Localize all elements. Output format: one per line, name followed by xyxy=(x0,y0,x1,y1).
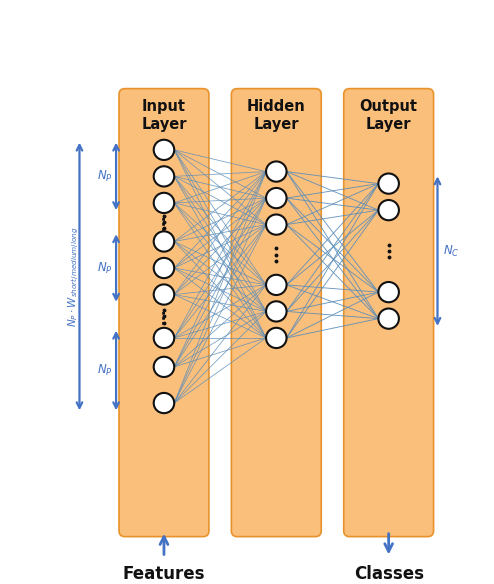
Circle shape xyxy=(154,231,174,252)
Circle shape xyxy=(154,284,174,305)
Text: Classes: Classes xyxy=(354,565,424,583)
Circle shape xyxy=(266,214,287,235)
Circle shape xyxy=(154,258,174,278)
Circle shape xyxy=(378,173,399,194)
Text: $N_P$: $N_P$ xyxy=(97,363,113,378)
Circle shape xyxy=(378,308,399,329)
Text: Input
Layer: Input Layer xyxy=(141,99,187,131)
Text: $N_C$: $N_C$ xyxy=(443,244,460,259)
Circle shape xyxy=(266,301,287,322)
Circle shape xyxy=(266,161,287,182)
Circle shape xyxy=(266,328,287,348)
Circle shape xyxy=(154,328,174,348)
Text: Hidden
Layer: Hidden Layer xyxy=(247,99,306,131)
Text: Output
Layer: Output Layer xyxy=(360,99,417,131)
Circle shape xyxy=(154,193,174,213)
Text: Features: Features xyxy=(123,565,205,583)
Circle shape xyxy=(154,357,174,377)
Circle shape xyxy=(266,274,287,295)
FancyBboxPatch shape xyxy=(119,89,209,537)
Circle shape xyxy=(154,166,174,186)
Circle shape xyxy=(378,282,399,303)
FancyBboxPatch shape xyxy=(344,89,434,537)
Text: ⋯: ⋯ xyxy=(157,308,171,324)
FancyBboxPatch shape xyxy=(231,89,321,537)
Circle shape xyxy=(266,188,287,208)
Text: $N_P$: $N_P$ xyxy=(97,260,113,276)
Circle shape xyxy=(378,200,399,220)
Circle shape xyxy=(154,140,174,160)
Circle shape xyxy=(154,393,174,413)
Text: $N_P \cdot W_{short/medium/long}$: $N_P \cdot W_{short/medium/long}$ xyxy=(66,226,81,327)
Text: $N_P$: $N_P$ xyxy=(97,169,113,184)
Text: ⋯: ⋯ xyxy=(157,214,171,230)
